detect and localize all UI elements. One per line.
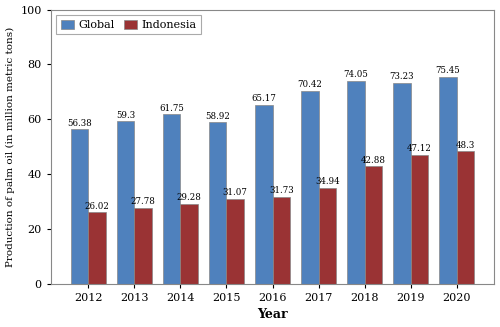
Legend: Global, Indonesia: Global, Indonesia	[56, 15, 201, 34]
Text: 74.05: 74.05	[344, 70, 368, 79]
Bar	[180, 203, 198, 284]
Bar	[364, 166, 382, 284]
Bar	[88, 213, 106, 284]
Text: 56.38: 56.38	[67, 119, 92, 128]
Text: 58.92: 58.92	[206, 112, 230, 121]
Bar	[318, 188, 336, 284]
Bar	[347, 81, 364, 284]
Text: 59.3: 59.3	[116, 111, 135, 120]
Text: 47.12: 47.12	[407, 144, 432, 153]
Text: 34.94: 34.94	[315, 177, 340, 186]
Bar	[457, 151, 474, 284]
Bar	[163, 114, 180, 284]
Bar	[272, 197, 290, 284]
Text: 31.73: 31.73	[269, 186, 293, 195]
Y-axis label: Production of palm oil (in million metric tons): Production of palm oil (in million metri…	[6, 26, 15, 267]
Bar	[301, 91, 318, 284]
Text: 48.3: 48.3	[456, 141, 475, 150]
Text: 61.75: 61.75	[159, 104, 184, 113]
Bar	[440, 77, 457, 284]
Text: 26.02: 26.02	[84, 202, 110, 211]
Bar	[255, 105, 272, 284]
Bar	[71, 129, 88, 284]
Bar	[209, 122, 226, 284]
Text: 42.88: 42.88	[361, 156, 386, 164]
Text: 75.45: 75.45	[436, 66, 460, 75]
Text: 70.42: 70.42	[298, 80, 322, 89]
X-axis label: Year: Year	[257, 308, 288, 321]
Bar	[117, 121, 134, 284]
Text: 29.28: 29.28	[176, 193, 202, 202]
Text: 27.78: 27.78	[130, 197, 156, 206]
Text: 73.23: 73.23	[390, 72, 414, 81]
Bar	[410, 155, 428, 284]
Bar	[134, 208, 152, 284]
Text: 65.17: 65.17	[252, 95, 276, 103]
Bar	[226, 198, 244, 284]
Bar	[393, 83, 410, 284]
Text: 31.07: 31.07	[223, 188, 248, 197]
